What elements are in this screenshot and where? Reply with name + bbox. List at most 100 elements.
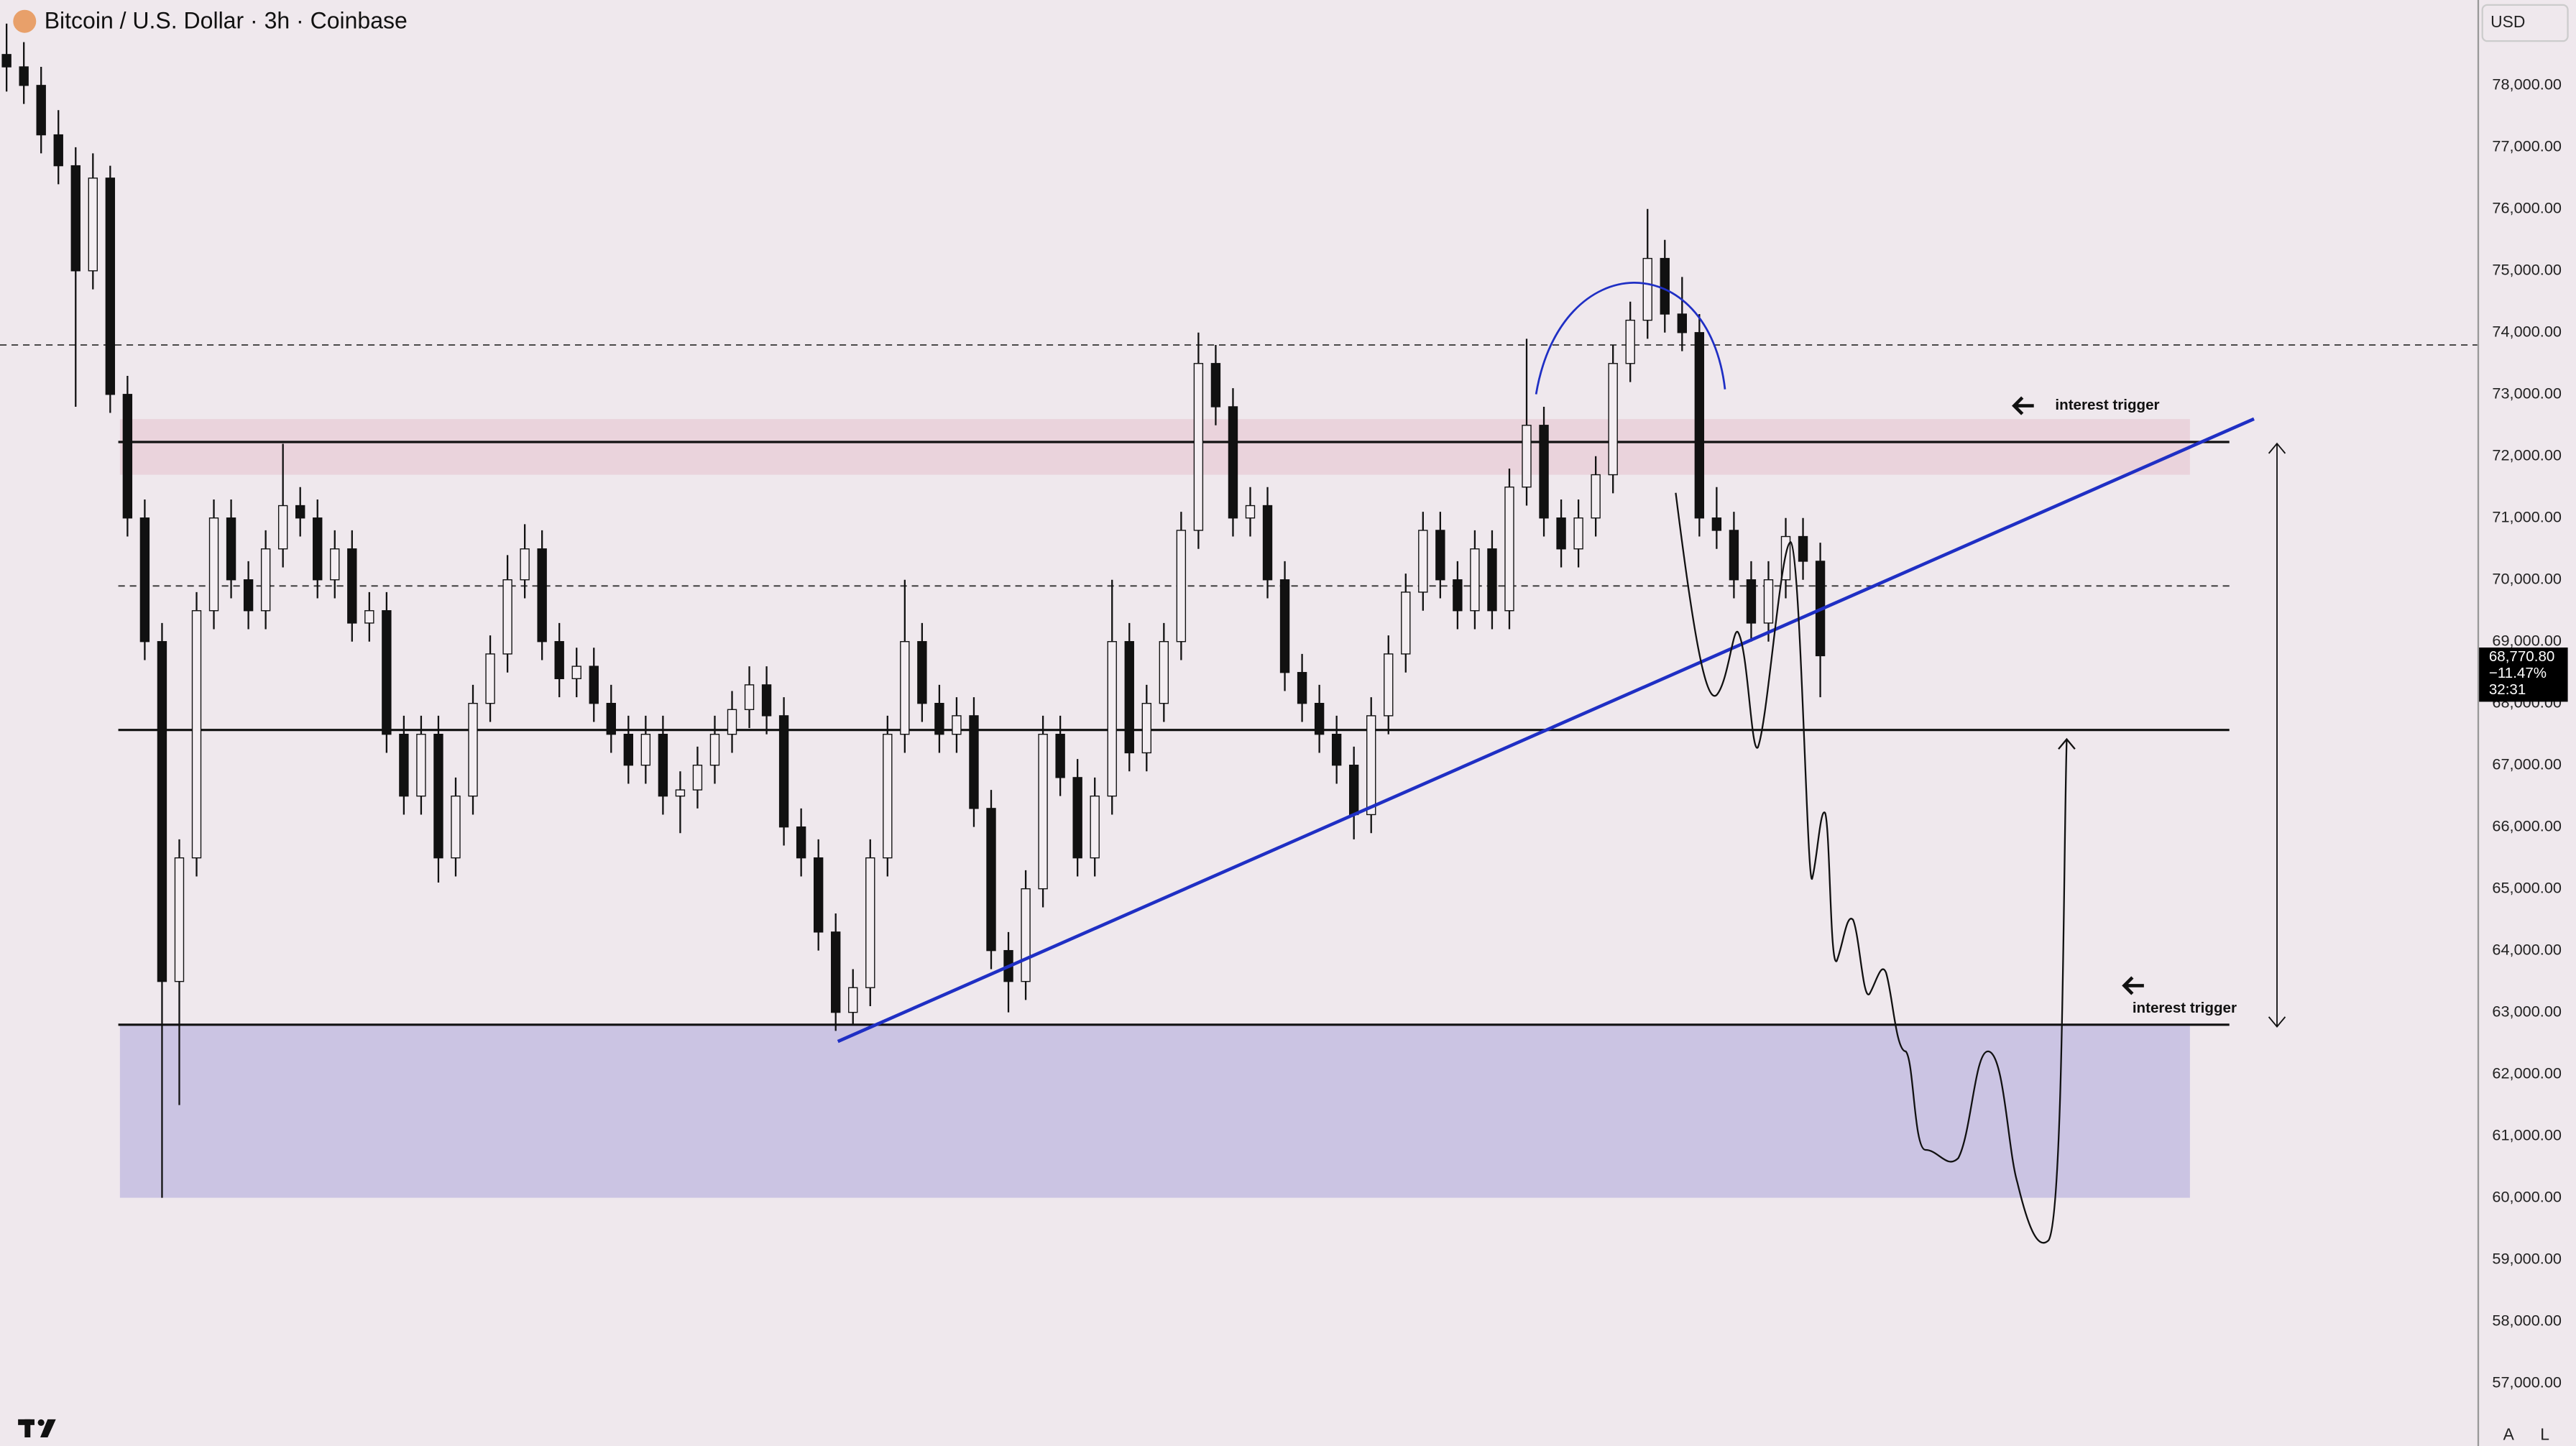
arrow-head xyxy=(2058,737,2076,750)
candle-body xyxy=(1331,734,1342,766)
candle-body xyxy=(1384,653,1394,717)
y-tick-label: 65,000.00 xyxy=(2492,878,2562,896)
y-tick-label: 64,000.00 xyxy=(2492,940,2562,958)
y-tick-label: 75,000.00 xyxy=(2492,261,2562,279)
candle-body xyxy=(537,548,547,643)
candle-body xyxy=(53,134,63,167)
candle-body xyxy=(1038,734,1048,890)
candle-body xyxy=(1159,641,1169,704)
candle-body xyxy=(260,548,271,612)
candle-body xyxy=(1763,579,1774,624)
candle-body xyxy=(1608,363,1618,476)
last-price: 68,770.80 xyxy=(2489,648,2554,665)
candle-body xyxy=(761,684,772,717)
price-axis xyxy=(2477,0,2576,1446)
candle-body xyxy=(330,548,340,581)
candle-body xyxy=(347,548,357,624)
candle-body xyxy=(675,789,686,797)
zone xyxy=(119,419,2190,475)
auto-button-label[interactable]: A xyxy=(2503,1425,2515,1444)
candle-body xyxy=(1711,517,1722,531)
arc-drawing xyxy=(1535,282,1726,395)
candle-body xyxy=(1314,703,1325,735)
candle-body xyxy=(191,610,202,859)
candle-body xyxy=(1210,363,1221,407)
candle-body xyxy=(1642,257,1652,321)
candle-body xyxy=(1366,715,1376,816)
candle-body xyxy=(1262,505,1273,581)
candle-body xyxy=(796,826,806,859)
candle-body xyxy=(952,715,962,735)
y-tick-label: 63,000.00 xyxy=(2492,1002,2562,1020)
currency-label[interactable]: USD xyxy=(2490,12,2525,31)
y-tick-label: 76,000.00 xyxy=(2492,199,2562,217)
candle-body xyxy=(139,517,150,643)
log-button-label[interactable]: L xyxy=(2540,1425,2549,1444)
candle-body xyxy=(969,715,979,809)
trend-line xyxy=(837,417,2255,1044)
auto-button[interactable] xyxy=(2493,1422,2524,1446)
candle-body xyxy=(778,715,789,828)
candle-body xyxy=(520,548,530,581)
y-tick-label: 57,000.00 xyxy=(2492,1373,2562,1391)
candle-body xyxy=(295,505,305,519)
candle-body xyxy=(865,857,875,988)
candle-body xyxy=(1141,703,1151,754)
candle-body xyxy=(277,505,288,550)
arrow-left xyxy=(2012,396,2034,415)
candle-body xyxy=(468,703,478,797)
candle-body xyxy=(105,178,116,395)
candle-body xyxy=(1556,517,1566,550)
projection-path xyxy=(1675,492,2068,1244)
candle-body xyxy=(70,165,80,272)
y-tick-label: 78,000.00 xyxy=(2492,75,2562,93)
candle-body xyxy=(606,703,616,735)
currency-button[interactable] xyxy=(2481,4,2569,42)
candle-body xyxy=(1729,530,1739,581)
candle-body xyxy=(623,734,634,766)
candle-body xyxy=(122,394,133,519)
candle-body xyxy=(1193,363,1204,531)
arrow-left xyxy=(2122,976,2144,995)
candle-body xyxy=(1021,888,1031,982)
candle-body xyxy=(1694,332,1705,519)
candle-body xyxy=(986,808,996,952)
candle-body xyxy=(451,795,461,859)
candle-body xyxy=(1055,734,1065,778)
candle-body xyxy=(19,66,29,86)
candle-body xyxy=(1746,579,1757,624)
coin-icon xyxy=(13,9,37,33)
countdown: 32:31 xyxy=(2489,681,2526,698)
candle-body xyxy=(1539,425,1549,519)
candle-body xyxy=(208,517,219,612)
log-button[interactable] xyxy=(2530,1422,2560,1446)
candle-body xyxy=(658,734,668,797)
candle-body xyxy=(934,703,944,735)
candle-body xyxy=(1297,672,1307,704)
candle-body xyxy=(848,987,858,1013)
candle-body xyxy=(1279,579,1290,673)
candle-body xyxy=(1107,641,1117,797)
y-tick-label: 58,000.00 xyxy=(2492,1311,2562,1329)
candle-body xyxy=(313,517,323,581)
y-tick-label: 77,000.00 xyxy=(2492,137,2562,155)
symbol-title: Bitcoin / U.S. Dollar · 3h · Coinbase xyxy=(45,7,408,33)
candle-body xyxy=(157,641,167,982)
last-price-box xyxy=(2479,647,2568,702)
candle-body xyxy=(709,734,720,766)
candle-body xyxy=(1245,505,1256,519)
candle-body xyxy=(917,641,927,704)
annotation: interest trigger xyxy=(2133,1000,2237,1016)
candle-body xyxy=(502,579,512,655)
candle-body xyxy=(1591,474,1601,519)
y-tick-label: 60,000.00 xyxy=(2492,1187,2562,1205)
candle-body xyxy=(1522,425,1532,488)
candle-body xyxy=(1176,530,1187,643)
y-tick-label: 62,000.00 xyxy=(2492,1064,2562,1082)
candle-body xyxy=(1418,530,1428,593)
candle-body xyxy=(1660,257,1670,315)
candle-body xyxy=(744,684,755,710)
